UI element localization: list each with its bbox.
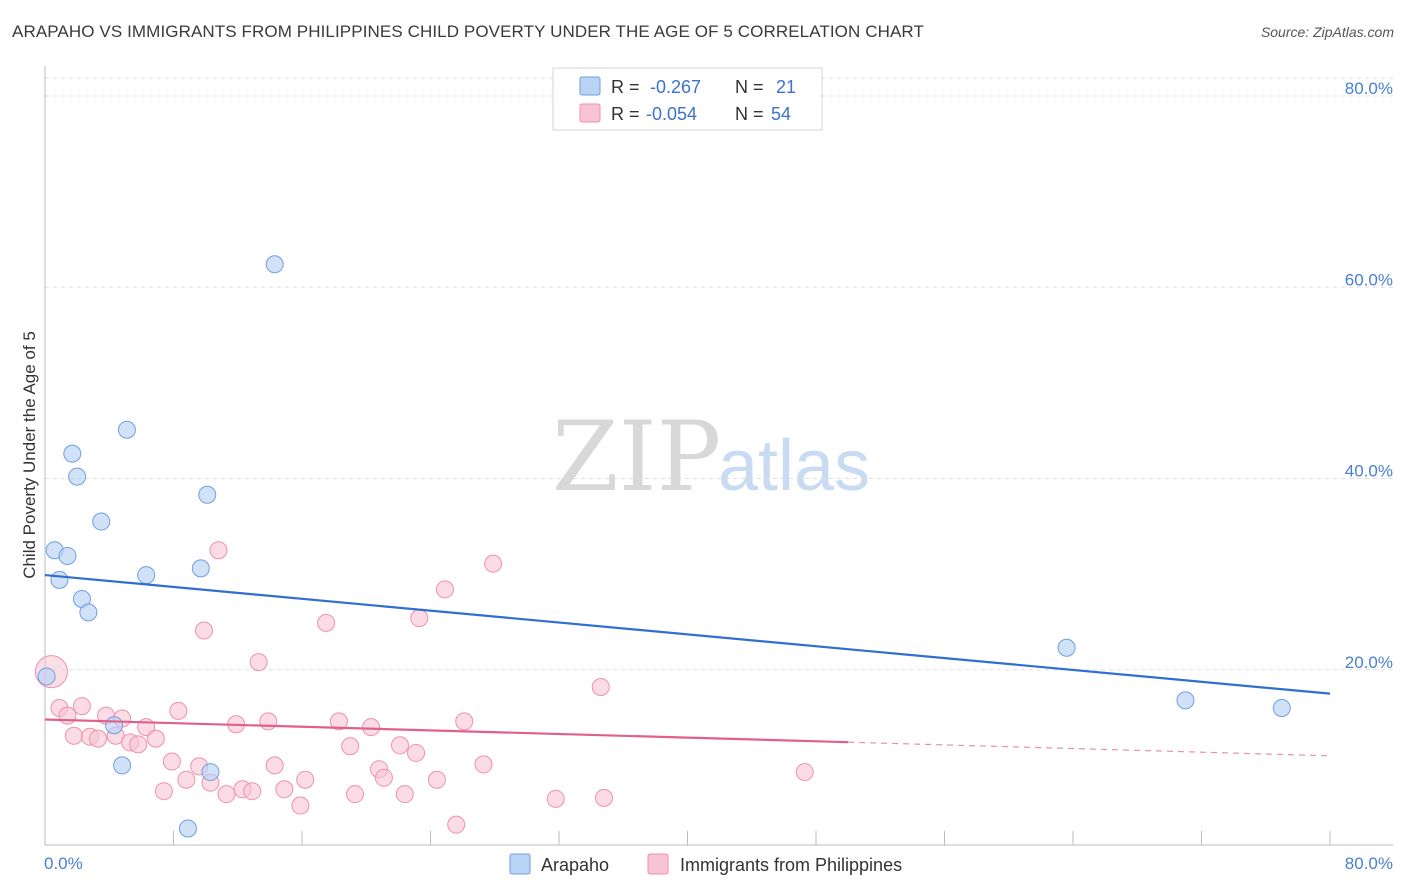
point-philippines [177, 770, 196, 789]
chart-title: ARAPAHO VS IMMIGRANTS FROM PHILIPPINES C… [12, 22, 924, 41]
point-philippines [407, 743, 426, 762]
point-philippines [275, 780, 294, 799]
point-philippines [265, 756, 284, 775]
legend-r-label-2: R = [611, 104, 640, 124]
series-arapaho [37, 255, 1291, 838]
stats-legend: R = -0.267 N = 21 R = -0.054 N = 54 [552, 67, 823, 131]
trend-line-philippines [44, 718, 849, 744]
legend-r-label-1: R = [611, 77, 640, 97]
point-arapaho [191, 559, 210, 578]
point-philippines [390, 736, 409, 755]
bottom-legend-label-philippines: Immigrants from Philippines [680, 855, 902, 875]
point-philippines [435, 580, 454, 599]
y-tick-label: 60.0% [1345, 270, 1393, 289]
point-philippines [249, 653, 268, 672]
point-arapaho [105, 716, 124, 735]
point-philippines [296, 770, 315, 789]
point-arapaho [1176, 691, 1195, 710]
point-philippines [395, 785, 414, 804]
point-philippines [484, 554, 503, 573]
point-philippines [259, 712, 278, 731]
gridlines [45, 77, 1393, 671]
point-arapaho [265, 255, 284, 274]
point-philippines [427, 770, 446, 789]
point-philippines [64, 726, 83, 745]
point-philippines [447, 815, 466, 834]
point-arapaho [68, 467, 87, 486]
point-arapaho [50, 570, 69, 589]
source-credit: Source: ZipAtlas.com [1260, 24, 1394, 40]
series-immigrants-from-philippines [34, 541, 814, 834]
legend-swatch-arapaho [579, 76, 601, 96]
trend-line-philippines-dashed [848, 741, 1331, 757]
series-legend: Arapaho Immigrants from Philippines [509, 853, 902, 875]
watermark-zip: ZIP [552, 401, 721, 513]
point-arapaho [137, 566, 156, 585]
point-philippines [594, 788, 613, 807]
legend-swatch-philippines [579, 103, 601, 123]
point-philippines [217, 785, 236, 804]
legend-n-label-1: N = [735, 77, 764, 97]
point-arapaho [198, 485, 217, 504]
y-tick-label: 40.0% [1345, 462, 1393, 481]
legend-n-label-2: N = [735, 104, 764, 124]
point-arapaho [37, 667, 56, 686]
legend-n-value-2: 54 [771, 104, 791, 124]
y-tick-labels: 80.0% 60.0% 40.0% 20.0% [1345, 79, 1393, 672]
point-arapaho [79, 603, 98, 622]
y-tick-label: 20.0% [1345, 653, 1393, 672]
point-philippines [169, 701, 188, 720]
point-arapaho [92, 512, 111, 531]
point-arapaho [1272, 699, 1291, 717]
point-philippines [129, 735, 148, 754]
point-arapaho [201, 763, 220, 782]
point-philippines [162, 752, 181, 771]
y-axis-label: Child Poverty Under the Age of 5 [20, 331, 39, 579]
point-philippines [362, 718, 381, 737]
point-philippines [243, 782, 262, 801]
legend-r-value-1: -0.267 [650, 77, 701, 97]
point-philippines [58, 706, 77, 725]
point-philippines [455, 712, 474, 731]
point-philippines [195, 621, 214, 640]
bottom-legend-swatch-arapaho [509, 853, 531, 875]
legend-r-value-2: -0.054 [646, 104, 697, 124]
point-philippines [546, 789, 565, 808]
point-philippines [291, 796, 310, 815]
trend-lines [44, 573, 1331, 757]
point-philippines [795, 763, 814, 782]
y-tick-label: 80.0% [1345, 79, 1393, 98]
point-arapaho [113, 756, 132, 775]
axes [44, 66, 1393, 846]
point-philippines [72, 697, 91, 716]
trend-line-arapaho [44, 573, 1331, 695]
point-philippines [329, 712, 348, 731]
point-philippines [591, 677, 610, 696]
point-philippines [209, 541, 228, 560]
point-arapaho [63, 444, 82, 463]
watermark-atlas: atlas [718, 426, 870, 506]
point-philippines [341, 737, 360, 756]
point-philippines [317, 613, 336, 632]
point-philippines [410, 609, 429, 628]
point-arapaho [117, 420, 136, 439]
legend-n-value-1: 21 [776, 77, 796, 97]
point-philippines [154, 782, 173, 801]
point-philippines [474, 755, 493, 774]
point-philippines [89, 729, 108, 748]
x-tick-label-max: 80.0% [1345, 854, 1393, 873]
point-philippines [374, 768, 393, 787]
bottom-legend-label-arapaho: Arapaho [541, 855, 609, 875]
point-arapaho [58, 546, 77, 565]
point-philippines [146, 729, 165, 748]
watermark: ZIP atlas [552, 401, 870, 513]
x-tick-label-min: 0.0% [44, 854, 83, 873]
bottom-legend-swatch-philippines [647, 853, 669, 875]
point-philippines [346, 785, 365, 804]
point-arapaho [1057, 638, 1076, 657]
point-arapaho [178, 819, 197, 838]
